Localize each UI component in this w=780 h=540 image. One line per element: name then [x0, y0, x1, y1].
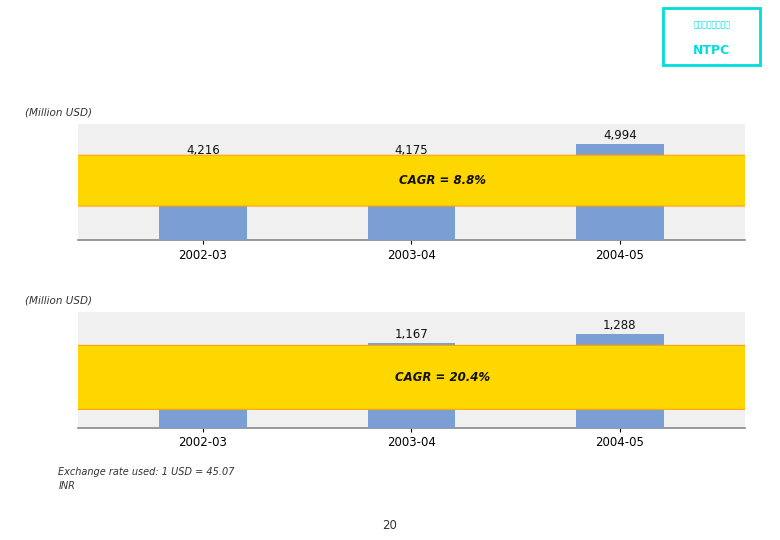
Text: (Million USD): (Million USD) [25, 108, 91, 118]
Text: 1,288: 1,288 [603, 319, 636, 332]
Text: 4,994: 4,994 [603, 129, 636, 141]
Bar [367, 343, 456, 428]
Text: Exchange rate used: 1 USD = 45.07: Exchange rate used: 1 USD = 45.07 [58, 467, 235, 477]
Text: Revenues & Income: Revenues & Income [14, 25, 262, 46]
Text: NTPC: NTPC [693, 44, 730, 57]
Text: 600: 600 [192, 369, 214, 382]
Bar [159, 384, 246, 428]
Bar [576, 144, 664, 240]
Text: 4,216: 4,216 [186, 144, 220, 157]
Text: 20: 20 [382, 519, 398, 532]
Text: CAGR = 20.4%: CAGR = 20.4% [395, 371, 491, 384]
Bar [576, 334, 664, 428]
Text: CAGR = 8.8%: CAGR = 8.8% [399, 174, 486, 187]
FancyArrow shape [0, 346, 780, 409]
Text: 4,175: 4,175 [395, 144, 428, 158]
Text: (Million USD): (Million USD) [25, 295, 91, 305]
Text: एनटीपीसी: एनटीपीसी [693, 21, 730, 30]
Text: Net income: Net income [355, 291, 452, 306]
Text: Operating revenues: Operating revenues [318, 104, 489, 119]
FancyArrow shape [0, 156, 780, 206]
Bar [367, 159, 456, 240]
Text: 1,167: 1,167 [395, 328, 428, 341]
Bar [159, 159, 246, 240]
Text: INR: INR [58, 481, 76, 491]
